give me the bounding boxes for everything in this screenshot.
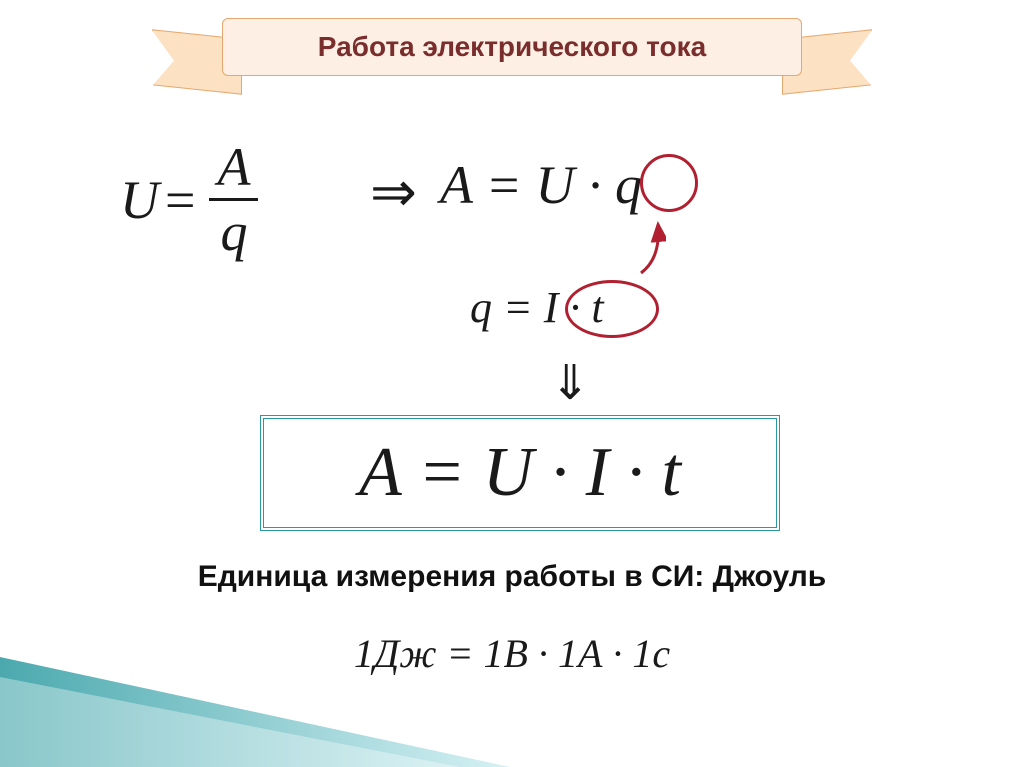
banner-main: Работа электрического тока <box>222 18 802 76</box>
title-banner: Работа электрического тока <box>192 18 832 98</box>
down-arrow-icon: ⇓ <box>550 355 590 411</box>
frac-num: A <box>209 140 258 198</box>
banner-title: Работа электрического тока <box>318 31 706 63</box>
frac-eq: = <box>165 169 195 231</box>
decorative-gradient <box>0 657 510 767</box>
formula-a-uq: A = U · q <box>440 154 642 216</box>
frac-den: q <box>212 201 255 259</box>
fraction: A q <box>209 140 258 259</box>
implies-arrow-icon: ⇒ <box>370 160 417 225</box>
si-unit-caption: Единица измерения работы в СИ: Джоуль <box>0 560 1024 594</box>
substitution-arrow-icon <box>636 218 666 278</box>
main-formula-box: A = U · I · t <box>260 415 780 531</box>
formula-voltage-definition: U = A q <box>120 140 258 259</box>
main-formula: A = U · I · t <box>359 433 681 513</box>
frac-lhs: U <box>120 169 159 231</box>
formula-area: U = A q ⇒ A = U · q q = I · t ⇓ A = U · … <box>0 110 1024 767</box>
formula-q-it: q = I · t <box>470 282 604 333</box>
highlight-circle-q <box>640 154 698 212</box>
